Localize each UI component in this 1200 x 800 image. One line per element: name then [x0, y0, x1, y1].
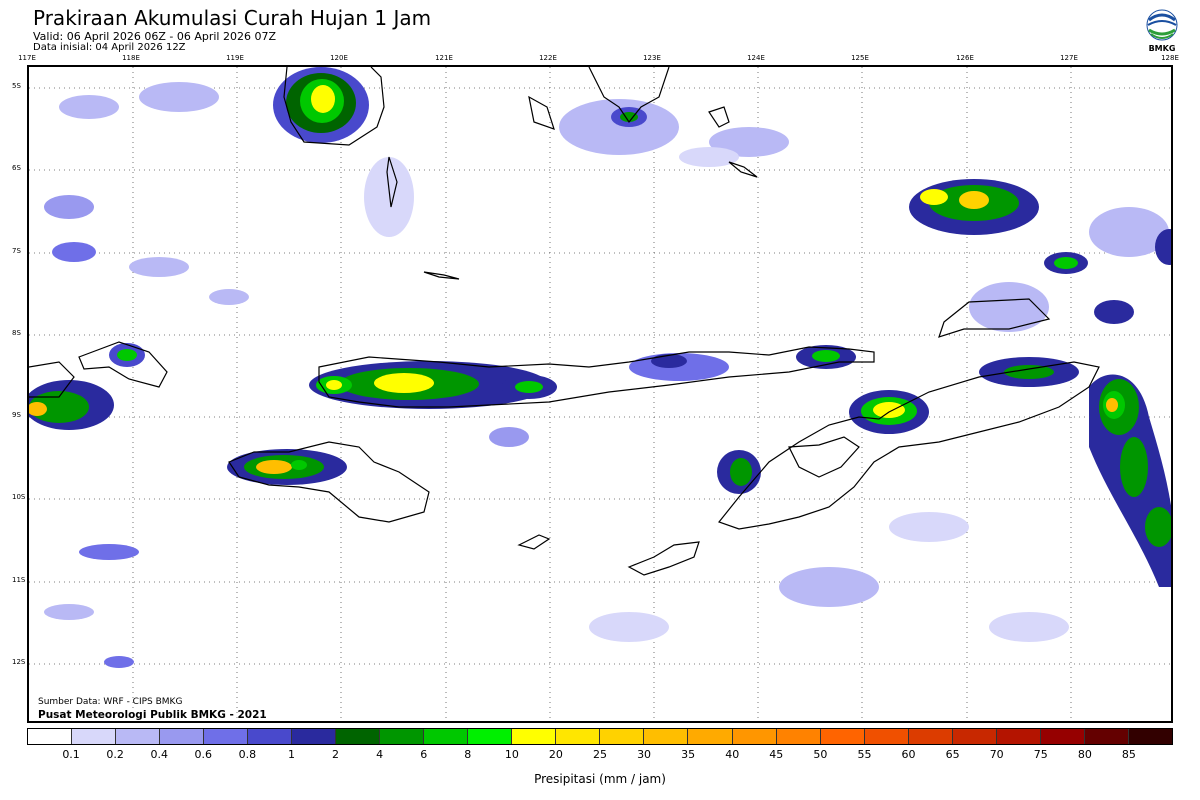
init-time: Data inisial: 04 April 2026 12Z [33, 42, 186, 53]
lat-label: 6S [12, 164, 21, 172]
colorbar-swatch [643, 729, 688, 744]
colorbar-swatch [1083, 729, 1128, 744]
colorbar-tick-label: 50 [813, 748, 828, 761]
colorbar-swatch [511, 729, 556, 744]
colorbar-label: Presipitasi (mm / jam) [534, 772, 666, 786]
map-grid [29, 67, 1171, 721]
colorbar-tick-label: 60 [901, 748, 916, 761]
colorbar-swatch [291, 729, 336, 744]
logo-text: BMKG [1148, 44, 1176, 53]
bmkg-logo-icon: BMKG [1143, 8, 1181, 56]
lon-label: 118E [122, 54, 140, 62]
colorbar-swatch [71, 729, 116, 744]
light-rain-cells [44, 82, 1169, 668]
map-title: Prakiraan Akumulasi Curah Hujan 1 Jam [33, 6, 432, 30]
lon-label: 126E [956, 54, 974, 62]
colorbar-swatch [995, 729, 1040, 744]
lon-label: 125E [851, 54, 869, 62]
rainfall-map [27, 65, 1173, 723]
colorbar-swatch [731, 729, 776, 744]
colorbar-tick-label: 10 [504, 748, 519, 761]
colorbar-tick-label: 25 [593, 748, 607, 761]
colorbar-tick-label: 8 [464, 748, 472, 761]
colorbar-swatch [159, 729, 204, 744]
data-source: Sumber Data: WRF - CIPS BMKG [38, 697, 183, 707]
lon-label: 122E [539, 54, 557, 62]
lon-label: 123E [643, 54, 661, 62]
colorbar-swatch [115, 729, 160, 744]
colorbar-swatch [335, 729, 380, 744]
colorbar-swatch [203, 729, 248, 744]
colorbar-swatch [863, 729, 908, 744]
lat-label: 11S [12, 576, 26, 584]
colorbar-swatch [247, 729, 292, 744]
colorbar-swatch [379, 729, 424, 744]
lat-label: 5S [12, 82, 21, 90]
colorbar-swatch [423, 729, 468, 744]
colorbar-tick-label: 45 [769, 748, 784, 761]
lat-label: 9S [12, 411, 21, 419]
colorbar-swatch [775, 729, 820, 744]
rain-bands [29, 67, 1171, 587]
colorbar-tick-label: 80 [1077, 748, 1092, 761]
colorbar-tick-label: 75 [1033, 748, 1048, 761]
colorbar-tick-label: 70 [989, 748, 1004, 761]
lon-label: 128E [1161, 54, 1179, 62]
lat-label: 12S [12, 658, 26, 666]
colorbar [27, 728, 1173, 745]
colorbar-tick-label: 20 [548, 748, 563, 761]
colorbar-tick-label: 40 [725, 748, 740, 761]
colorbar-swatch [951, 729, 996, 744]
colorbar-tick-label: 0.6 [194, 748, 213, 761]
lon-label: 124E [747, 54, 765, 62]
colorbar-tick-label: 0.2 [106, 748, 124, 761]
colorbar-tick-label: 55 [857, 748, 872, 761]
colorbar-tick-label: 6 [420, 748, 428, 761]
colorbar-tick-label: 0.8 [238, 748, 257, 761]
lat-label: 10S [12, 493, 26, 501]
colorbar-tick-label: 65 [945, 748, 960, 761]
coastlines [29, 67, 1100, 576]
lon-label: 120E [330, 54, 348, 62]
colorbar-tick-label: 0.4 [150, 748, 168, 761]
colorbar-tick-label: 1 [287, 748, 295, 761]
colorbar-tick-label: 2 [332, 748, 340, 761]
colorbar-tick-label: 30 [637, 748, 652, 761]
lon-label: 117E [18, 54, 36, 62]
lon-label: 127E [1060, 54, 1078, 62]
lon-label: 121E [435, 54, 453, 62]
colorbar-tick-label: 0.1 [62, 748, 80, 761]
colorbar-tick-label: 4 [376, 748, 384, 761]
colorbar-swatch [907, 729, 952, 744]
colorbar-swatch [599, 729, 644, 744]
lat-label: 7S [12, 247, 21, 255]
lat-label: 8S [12, 329, 21, 337]
colorbar-swatch [687, 729, 732, 744]
colorbar-swatch [1127, 729, 1172, 744]
colorbar-swatch [467, 729, 512, 744]
colorbar-swatch [1039, 729, 1084, 744]
colorbar-swatch [819, 729, 864, 744]
colorbar-swatch [555, 729, 600, 744]
colorbar-swatch [28, 729, 72, 744]
colorbar-tick-label: 85 [1121, 748, 1136, 761]
colorbar-tick-label: 35 [681, 748, 696, 761]
valid-time: Valid: 06 April 2026 06Z - 06 April 2026… [33, 30, 276, 43]
publisher: Pusat Meteorologi Publik BMKG - 2021 [38, 709, 267, 721]
lon-label: 119E [226, 54, 244, 62]
